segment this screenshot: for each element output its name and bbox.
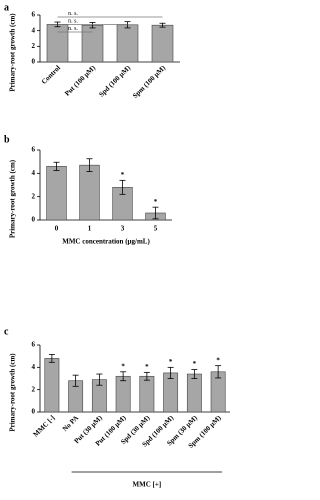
comparison-label: n. s. <box>68 18 78 24</box>
significance-mark: * <box>121 362 125 370</box>
y-tick-label: 6 <box>32 11 36 19</box>
x-tick-label: 5 <box>154 225 158 233</box>
x-tick-label: Put (100 μM) <box>63 63 97 97</box>
x-tick-label: Control <box>40 64 62 86</box>
comparison-label: n. s. <box>68 26 78 32</box>
y-tick-label: 0 <box>32 408 36 416</box>
significance-mark: * <box>193 360 197 368</box>
x-tick-label: No PA <box>61 414 80 433</box>
significance-mark: * <box>154 198 158 206</box>
y-tick-label: 2 <box>32 385 36 393</box>
y-tick-label: 4 <box>32 26 36 34</box>
bar <box>186 373 202 413</box>
significance-mark: * <box>145 363 149 371</box>
y-tick-label: 0 <box>32 58 36 66</box>
comparison-label: n. s. <box>68 11 78 17</box>
x-tick-label: Spd (100 μM) <box>97 63 132 98</box>
bar <box>79 164 100 221</box>
y-tick-label: 4 <box>32 363 36 371</box>
panel-label: c <box>4 326 9 337</box>
bar <box>139 375 155 413</box>
bar <box>115 375 131 413</box>
y-tick-label: 4 <box>32 169 36 177</box>
y-axis-label: Primary-root growth (cm) <box>9 159 17 238</box>
y-axis-label: Primary-root growth (cm) <box>9 353 17 432</box>
y-tick-label: 2 <box>32 42 36 50</box>
significance-mark: * <box>216 356 220 364</box>
x-axis-label: MMC concentration (μg/mL) <box>62 238 150 246</box>
bar <box>44 358 60 413</box>
bar <box>46 166 67 221</box>
bar <box>151 24 174 63</box>
panel-label: b <box>4 134 10 145</box>
y-axis-label: Primary-root growth (cm) <box>9 13 17 92</box>
x-tick-label: 0 <box>55 225 59 233</box>
y-tick-label: 6 <box>32 341 36 349</box>
y-tick-label: 2 <box>32 192 36 200</box>
y-tick-label: 0 <box>32 216 36 224</box>
x-tick-label: 1 <box>88 225 92 233</box>
bar <box>46 24 69 63</box>
x-tick-label: Spm (100 μM) <box>131 63 167 99</box>
panel-label: a <box>4 2 9 13</box>
group-label: MMC [+] <box>133 481 162 489</box>
y-tick-label: 6 <box>32 146 36 154</box>
x-tick-label: MMC [-] <box>32 414 57 439</box>
significance-mark: * <box>169 358 173 366</box>
bar <box>116 24 139 63</box>
x-tick-label: 3 <box>121 225 125 233</box>
bar <box>81 24 104 63</box>
significance-mark: * <box>121 171 125 179</box>
